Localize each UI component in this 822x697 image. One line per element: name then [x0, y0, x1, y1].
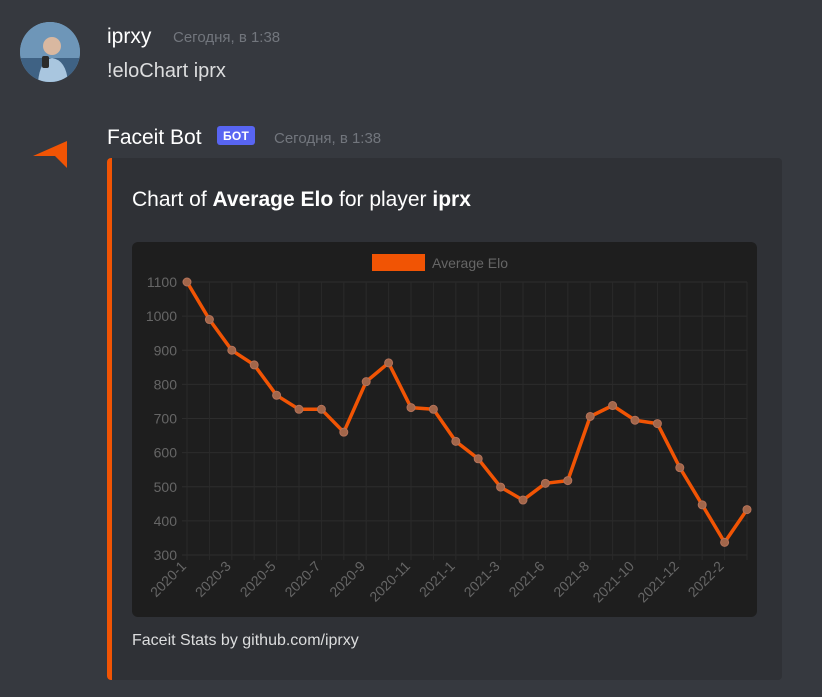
y-tick-label: 1100 [147, 274, 177, 290]
x-tick-label: 2020-1 [147, 558, 189, 600]
data-point [630, 415, 640, 425]
x-tick-label: 2021-8 [550, 558, 592, 600]
embed-title-part: Average Elo [212, 188, 334, 211]
data-point [518, 495, 528, 505]
x-tick-label: 2021-3 [461, 558, 503, 600]
message-timestamp: Сегодня, в 1:38 [274, 130, 382, 147]
legend-swatch [372, 254, 425, 271]
data-point [384, 358, 394, 368]
embed-title-part: Chart of [132, 188, 213, 211]
y-tick-label: 700 [154, 411, 178, 427]
data-point [697, 500, 707, 510]
y-tick-label: 800 [154, 376, 178, 392]
x-tick-label: 2020-9 [326, 558, 368, 600]
y-tick-label: 1000 [146, 308, 177, 324]
x-tick-label: 2021-12 [634, 558, 682, 606]
x-tick-label: 2021-6 [505, 558, 547, 600]
y-tick-label: 300 [154, 547, 178, 563]
embed-accent-bar [107, 158, 112, 680]
y-tick-label: 900 [154, 342, 178, 358]
data-point [473, 454, 483, 464]
user-avatar[interactable] [20, 22, 80, 82]
data-point [294, 404, 304, 414]
data-point [585, 411, 595, 421]
data-point [540, 478, 550, 488]
x-tick-label: 2021-1 [416, 558, 458, 600]
data-point [339, 427, 349, 437]
data-point [272, 390, 282, 400]
message-timestamp: Сегодня, в 1:38 [173, 29, 281, 46]
data-point [204, 315, 214, 325]
data-point [742, 505, 752, 515]
message-text: !eloChart iprx [107, 60, 226, 82]
faceit-logo-icon[interactable] [33, 140, 69, 170]
x-tick-label: 2020-3 [192, 558, 234, 600]
embed-title-part: iprx [432, 188, 471, 211]
embed-title-part: for player [333, 188, 433, 211]
embed-card: Chart of Average Elo for player iprx 300… [107, 158, 782, 680]
data-point [720, 537, 730, 547]
data-point [227, 345, 237, 355]
chart-image[interactable]: 300 400 500 600 700 800 900 1000 1100 2020-1 2020-… [132, 242, 757, 617]
data-point [652, 419, 662, 429]
x-tick-label: 2020-5 [237, 558, 279, 600]
data-point [361, 377, 371, 387]
legend-label: Average Elo [432, 255, 508, 271]
author-name[interactable]: Faceit Bot [107, 126, 202, 149]
data-point [316, 404, 326, 414]
y-tick-label: 600 [154, 445, 178, 461]
author-name[interactable]: iprxy [107, 25, 152, 48]
x-tick-label: 2021-10 [589, 558, 637, 606]
data-point [406, 403, 416, 413]
data-point [428, 404, 438, 414]
embed-footer: Faceit Stats by github.com/iprxy [132, 632, 359, 649]
data-point [675, 463, 685, 473]
series-line-average-elo [185, 281, 749, 545]
x-tick-label: 2022-2 [685, 558, 727, 600]
data-point [182, 277, 192, 287]
bot-badge: БОТ [217, 126, 256, 145]
y-tick-label: 500 [154, 479, 178, 495]
x-tick-label: 2020-11 [366, 558, 413, 605]
data-point [249, 360, 259, 370]
x-tick-label: 2020-7 [281, 558, 323, 600]
y-tick-label: 400 [154, 513, 178, 529]
data-point [496, 482, 506, 492]
embed-title: Chart of Average Elo for player iprx [132, 188, 471, 212]
data-point [563, 476, 573, 486]
data-point [608, 401, 618, 411]
data-point [451, 436, 461, 446]
